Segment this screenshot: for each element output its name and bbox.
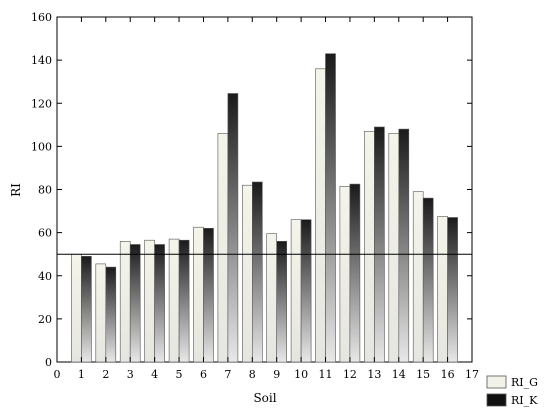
x-tick-label: 2 xyxy=(102,368,109,381)
x-tick-label: 10 xyxy=(294,368,308,381)
legend: RI_G RI_K xyxy=(486,375,538,407)
bar-ri-g-5 xyxy=(168,238,180,363)
x-tick-label: 0 xyxy=(54,368,61,381)
x-tick-label: 7 xyxy=(224,368,231,381)
legend-label-ri-k: RI_K xyxy=(511,394,538,407)
y-tick-label: 140 xyxy=(31,54,52,67)
bar-ri-g-14 xyxy=(388,133,400,363)
bars-group xyxy=(71,53,458,363)
bar-ri-k-8 xyxy=(252,181,263,363)
plot-area xyxy=(56,16,473,363)
x-tick-label: 5 xyxy=(176,368,183,381)
x-axis: 0 1 2 3 4 5 6 7 8 9 10 11 12 13 14 15 16 17 xyxy=(54,17,479,381)
bar-ri-g-11 xyxy=(315,68,326,363)
x-tick-label: 9 xyxy=(273,368,280,381)
bar-ri-g-7 xyxy=(217,133,229,363)
x-tick-label: 11 xyxy=(319,368,333,381)
bar-ri-k-6 xyxy=(203,228,214,363)
x-tick-label: 13 xyxy=(367,368,381,381)
bar-ri-g-6 xyxy=(193,226,204,363)
bar-ri-k-11 xyxy=(325,53,336,363)
bar-ri-k-7 xyxy=(227,93,239,363)
bar-ri-g-4 xyxy=(144,239,155,363)
y-tick-label: 100 xyxy=(31,140,52,153)
bar-ri-k-16 xyxy=(447,217,458,363)
y-tick-label: 20 xyxy=(38,313,52,326)
bar-ri-g-1 xyxy=(71,253,82,363)
y-tick-label: 40 xyxy=(38,270,52,283)
bar-ri-k-14 xyxy=(398,128,410,363)
y-tick-label: 120 xyxy=(31,97,52,110)
x-tick-label: 3 xyxy=(127,368,134,381)
x-tick-label: 12 xyxy=(343,368,357,381)
bar-ri-g-10 xyxy=(290,219,302,363)
y-tick-label: 60 xyxy=(38,227,52,240)
y-axis: 0 20 40 60 80 100 120 140 160 xyxy=(31,11,472,369)
bar-ri-g-8 xyxy=(242,184,253,363)
bar-ri-g-15 xyxy=(412,191,424,363)
bar-ri-k-4 xyxy=(154,244,165,363)
y-axis-title: RI xyxy=(9,183,23,197)
x-tick-label: 16 xyxy=(441,368,455,381)
x-tick-label: 8 xyxy=(249,368,256,381)
legend-swatch-ri-g xyxy=(486,375,507,389)
bar-ri-g-13 xyxy=(364,131,375,363)
bar-ri-k-2 xyxy=(105,266,117,363)
x-axis-title: Soil xyxy=(253,391,276,405)
bar-ri-g-2 xyxy=(95,263,107,363)
x-tick-label: 15 xyxy=(416,368,430,381)
bar-ri-g-9 xyxy=(266,233,278,363)
bar-ri-k-3 xyxy=(129,244,141,363)
x-tick-label: 6 xyxy=(200,368,207,381)
y-tick-label: 80 xyxy=(38,184,52,197)
y-tick-label: 160 xyxy=(31,11,52,24)
legend-swatch-ri-k xyxy=(486,393,507,407)
bar-ri-k-10 xyxy=(300,219,312,363)
x-tick-label: 14 xyxy=(392,368,406,381)
bar-ri-g-16 xyxy=(437,216,448,363)
x-tick-label: 17 xyxy=(465,368,479,381)
bar-ri-k-5 xyxy=(178,239,190,363)
x-tick-label: 1 xyxy=(78,368,85,381)
bar-ri-g-12 xyxy=(339,186,351,363)
x-tick-label: 4 xyxy=(151,368,158,381)
bar-ri-g-3 xyxy=(119,241,131,363)
y-tick-label: 0 xyxy=(45,356,52,369)
legend-label-ri-g: RI_G xyxy=(511,376,538,389)
bar-ri-k-1 xyxy=(81,255,92,363)
bar-ri-k-9 xyxy=(276,241,288,363)
bar-ri-k-13 xyxy=(374,126,385,363)
bar-ri-k-15 xyxy=(422,197,434,363)
bar-ri-k-12 xyxy=(349,183,361,363)
